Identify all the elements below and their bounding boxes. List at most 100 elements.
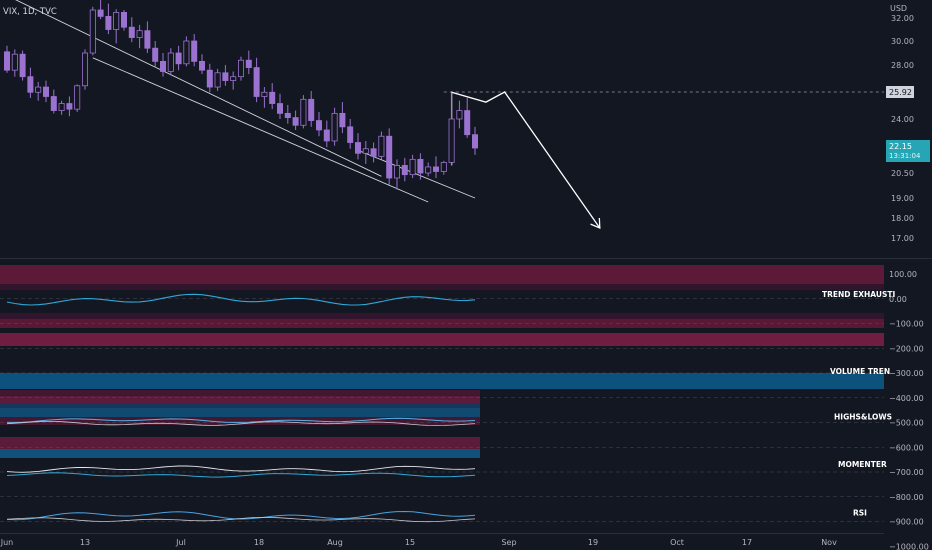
indicator-axis[interactable]: 100.00 0.00 −100.00 −200.00 −300.00 −400.00 −5…: [889, 270, 929, 550]
candle-body: [323, 129, 330, 142]
momenter-line: [6, 472, 476, 478]
candle-body: [308, 98, 315, 121]
candle-body: [128, 26, 135, 38]
price-tick-label: 19.00: [891, 194, 914, 203]
highs-lows-line: [7, 417, 476, 423]
candle-body: [191, 40, 198, 62]
candle-body: [401, 165, 408, 176]
indicator-band: [0, 437, 480, 449]
candle-body: [331, 112, 338, 142]
candle-body: [448, 118, 455, 163]
candle-body: [315, 120, 322, 131]
last-price-badge: [886, 140, 930, 162]
candle-body: [417, 158, 424, 174]
indicator-lines: [6, 293, 476, 523]
price-tick-label: 17.00: [891, 234, 914, 243]
indicator-band: [0, 373, 884, 389]
lower-channel-line: [92, 57, 429, 203]
candle-body: [152, 47, 159, 62]
candle-body: [4, 51, 10, 71]
indicator-band: [0, 403, 480, 408]
candle-body: [370, 148, 377, 157]
time-tick-label: 15: [405, 538, 415, 547]
candle-body: [97, 9, 104, 17]
candle-body: [425, 166, 432, 174]
price-axis-unit: USD: [890, 4, 907, 13]
indicator-tick-label: −700.00: [889, 468, 924, 477]
candle-body: [136, 30, 143, 38]
candle-body: [276, 103, 283, 114]
candlestick-series[interactable]: [4, 0, 478, 190]
indicator-name-label: VOLUME TREN: [830, 367, 890, 376]
indicator-tick-label: −1000.00: [889, 542, 929, 550]
indicator-tick-label: −600.00: [889, 443, 924, 452]
candle-body: [167, 52, 174, 72]
candle-body: [237, 59, 244, 78]
price-tick-label: 30.00: [891, 37, 914, 46]
candle-body: [269, 91, 276, 104]
candle-body: [35, 86, 42, 93]
indicator-tick-label: −900.00: [889, 518, 924, 527]
candle-body: [121, 11, 128, 28]
candle-body: [362, 148, 369, 154]
indicator-tick-label: −100.00: [889, 320, 924, 329]
price-tick-label: 18.00: [891, 214, 914, 223]
time-tick-label: Aug: [327, 538, 343, 547]
indicator-tick-label: −400.00: [889, 394, 924, 403]
target-price-label: 25.92: [889, 88, 912, 97]
symbol-title[interactable]: VIX, 1D, TVC: [3, 7, 57, 17]
candle-body: [105, 15, 112, 30]
price-tick-label: 24.00: [891, 115, 914, 124]
price-tick-label: 20.50: [891, 169, 914, 178]
candle-body: [206, 69, 213, 88]
indicator-name-label: MOMENTER: [838, 460, 887, 469]
candle-body: [378, 135, 385, 157]
candle-body: [393, 165, 400, 179]
price-tick-label: 32.00: [891, 14, 914, 23]
time-axis[interactable]: Jun 13 Jul 18 Aug 15 Sep 19 Oct 17 Nov: [0, 533, 884, 548]
candle-body: [253, 67, 260, 97]
indicator-name-label: HIGHS&LOWS: [834, 413, 892, 422]
indicator-name-label: TREND EXHAUSTI: [822, 290, 895, 299]
time-tick-label: 17: [742, 538, 752, 547]
indicator-tick-label: −300.00: [889, 369, 924, 378]
candle-body: [27, 76, 34, 93]
target-price-badge: [886, 86, 914, 98]
momenter-line: [6, 465, 476, 473]
indicator-tick-label: −800.00: [889, 493, 924, 502]
indicator-band: [0, 333, 884, 346]
price-tick-label: 28.00: [891, 61, 914, 70]
time-tick-label: Nov: [821, 538, 837, 547]
indicator-band: [0, 396, 480, 403]
candle-body: [409, 158, 416, 176]
time-tick-label: 18: [254, 538, 264, 547]
upper-channel-line: [15, 0, 382, 177]
candle-body: [347, 126, 354, 143]
candle-body: [19, 53, 26, 78]
candle-body: [113, 11, 120, 30]
candle-body: [50, 96, 57, 111]
candle-body: [292, 117, 299, 126]
indicator-background: [0, 265, 884, 522]
indicator-tick-label: −500.00: [889, 419, 924, 428]
candle-body: [198, 61, 205, 71]
indicator-band: [0, 313, 884, 319]
time-tick-label: Jun: [0, 538, 13, 547]
time-tick-label: Jul: [175, 538, 186, 547]
highs-lows-line: [6, 420, 476, 426]
candle-body: [11, 53, 18, 71]
candle-body: [159, 61, 166, 72]
candle-body: [82, 52, 89, 87]
last-price-label: 22.15: [889, 142, 912, 151]
rsi-line: [6, 510, 476, 521]
time-tick-label: 13: [80, 538, 90, 547]
breakout-line: [357, 149, 476, 199]
indicator-tick-label: −200.00: [889, 344, 924, 353]
candle-body: [66, 103, 73, 110]
candle-body: [144, 30, 151, 49]
candle-body: [339, 112, 346, 128]
indicator-tick-label: 100.00: [889, 270, 917, 279]
indicator-band: [0, 408, 480, 417]
